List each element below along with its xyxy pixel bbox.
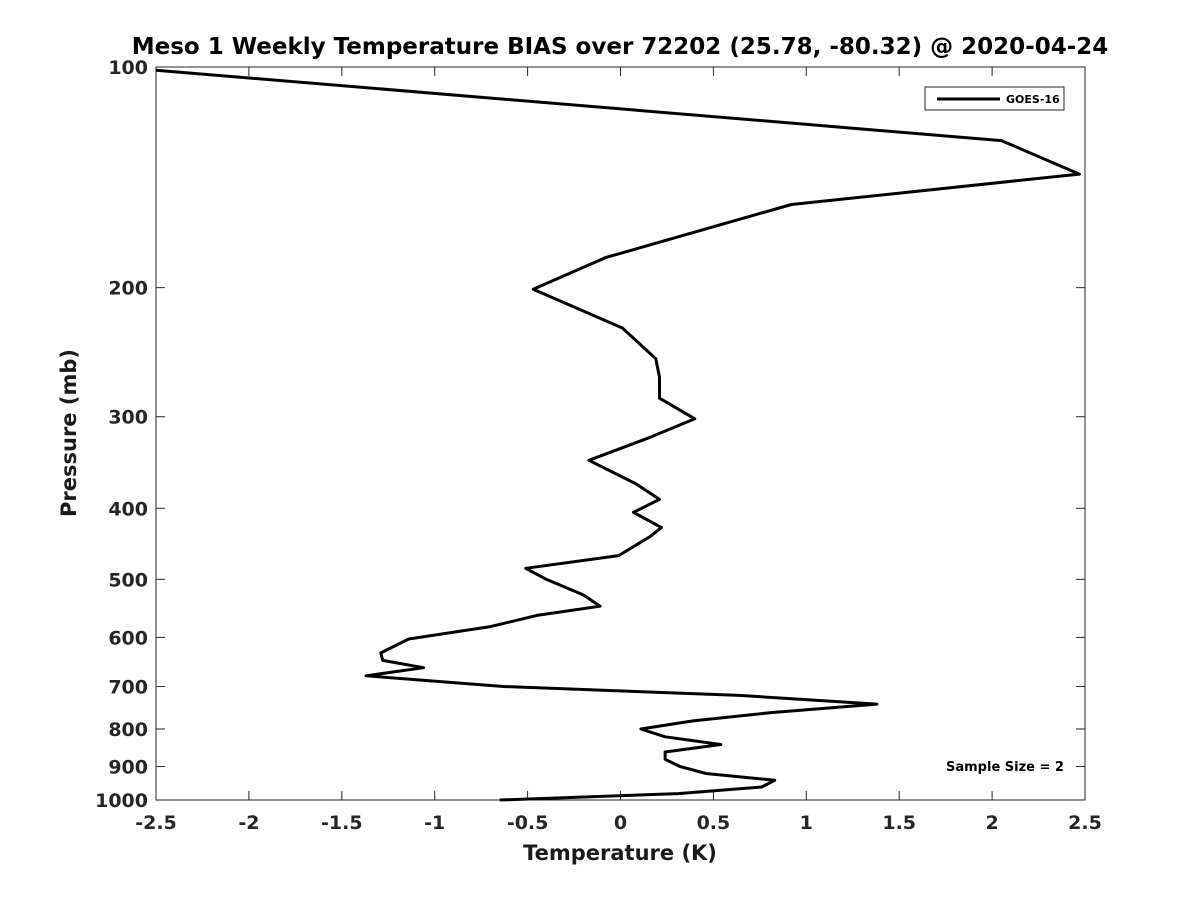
x-tick-label: 0.5 <box>697 812 731 834</box>
x-axis: -2.5 -2 -1.5 -1 -0.5 0 0.5 1 1.5 2 2.5 <box>135 67 1102 834</box>
y-tick-label: 800 <box>108 719 148 741</box>
x-tick-label: 0 <box>614 812 627 834</box>
x-tick-label: -1.5 <box>321 812 363 834</box>
x-axis-label: Temperature (K) <box>523 841 717 865</box>
x-tick-label: 2.5 <box>1068 812 1102 834</box>
x-tick-label: 2 <box>985 812 998 834</box>
y-tick-label: 100 <box>108 57 148 79</box>
y-axis: 100 200 300 400 500 600 700 800 900 1000 <box>95 57 1085 812</box>
sample-size-annotation: Sample Size = 2 <box>946 760 1064 775</box>
y-tick-label: 400 <box>108 498 148 520</box>
plot-area: -2.5 -2 -1.5 -1 -0.5 0 0.5 1 1.5 2 2.5 100 200 300 40… <box>95 57 1102 834</box>
y-tick-label: 900 <box>108 756 148 778</box>
x-tick-label: 1 <box>800 812 813 834</box>
y-axis-label: Pressure (mb) <box>57 349 81 517</box>
chart-title: Meso 1 Weekly Temperature BIAS over 7220… <box>132 34 1109 60</box>
y-tick-label: 500 <box>108 569 148 591</box>
series-line-goes16 <box>155 68 1081 802</box>
x-tick-label: -2.5 <box>135 812 177 834</box>
x-tick-label: -0.5 <box>507 812 549 834</box>
series-layer <box>155 68 1081 802</box>
x-tick-label: 1.5 <box>882 812 916 834</box>
y-tick-label: 1000 <box>95 790 148 812</box>
legend: GOES-16 <box>924 86 1065 111</box>
x-tick-label: -2 <box>238 812 259 834</box>
y-tick-label: 200 <box>108 278 148 300</box>
y-tick-label: 600 <box>108 627 148 649</box>
y-tick-label: 700 <box>108 676 148 698</box>
x-tick-label: -1 <box>424 812 445 834</box>
y-tick-label: 300 <box>108 407 148 429</box>
legend-label: GOES-16 <box>1006 93 1060 106</box>
